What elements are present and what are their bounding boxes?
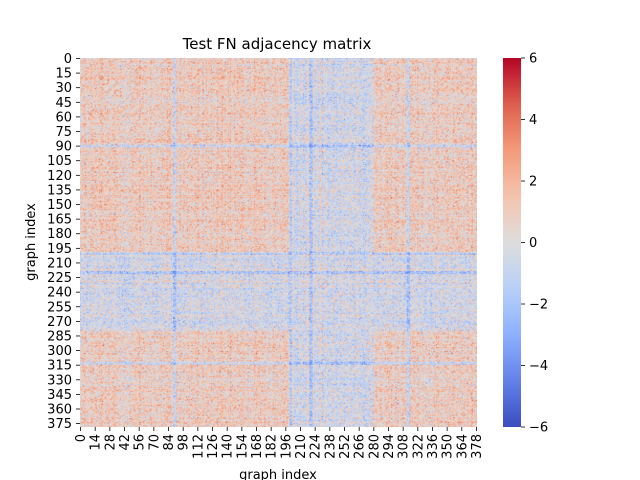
x-tick-label: 336	[426, 434, 441, 459]
colorbar-tick-label: 4	[529, 113, 537, 128]
colorbar-tick-label: 6	[529, 52, 537, 67]
x-tick-label: 112	[191, 434, 206, 459]
y-tick-label: 345	[47, 388, 72, 403]
y-tick-label: 360	[47, 402, 72, 417]
y-tick-label: 45	[55, 96, 72, 111]
y-tick-label: 375	[47, 417, 72, 432]
x-tick-label: 140	[221, 434, 236, 459]
x-tick-label: 0	[74, 434, 89, 442]
x-tick-label: 70	[147, 434, 162, 451]
y-axis-ticks: 0153045607590105120135150165180195210225…	[47, 52, 80, 432]
colorbar-tick-label: 0	[529, 236, 537, 251]
x-tick-label: 294	[382, 434, 397, 459]
y-tick-label: 270	[47, 315, 72, 330]
y-tick-label: 120	[47, 169, 72, 184]
x-tick-label: 350	[441, 434, 456, 459]
x-tick-label: 238	[323, 434, 338, 459]
chart-title: Test FN adjacency matrix	[182, 35, 372, 53]
heatmap-cells	[80, 58, 477, 427]
x-tick-label: 98	[177, 434, 192, 451]
x-tick-label: 56	[133, 434, 148, 451]
colorbar-tick-label: −4	[529, 359, 548, 374]
y-tick-label: 165	[47, 213, 72, 228]
y-tick-label: 285	[47, 329, 72, 344]
colorbar-tick-label: 2	[529, 175, 537, 190]
y-tick-label: 225	[47, 271, 72, 286]
colorbar-tick-label: −2	[529, 298, 548, 313]
x-tick-label: 280	[367, 434, 382, 459]
x-tick-label: 126	[206, 434, 221, 459]
x-tick-label: 14	[89, 434, 104, 451]
y-tick-label: 330	[47, 373, 72, 388]
x-tick-label: 154	[235, 434, 250, 459]
x-tick-label: 42	[118, 434, 133, 451]
y-tick-label: 150	[47, 198, 72, 213]
y-tick-label: 90	[55, 140, 72, 155]
y-tick-label: 315	[47, 359, 72, 374]
y-tick-label: 255	[47, 300, 72, 315]
x-tick-label: 378	[470, 434, 485, 459]
x-tick-label: 266	[353, 434, 368, 459]
x-axis-ticks: 0 14 28 42 56 70 84 98 112 126 140 154 168 182 196 210 2…	[74, 427, 485, 459]
x-tick-label: 168	[250, 434, 265, 459]
x-tick-label: 364	[455, 434, 470, 459]
y-tick-label: 240	[47, 286, 72, 301]
x-tick-label: 84	[162, 434, 177, 451]
x-tick-label: 252	[338, 434, 353, 459]
colorbar-ticks: −6 −4 −2 0 2 4 6	[521, 52, 548, 436]
y-tick-label: 135	[47, 183, 72, 198]
x-tick-label: 28	[103, 434, 118, 451]
y-tick-label: 105	[47, 154, 72, 169]
colorbar-tick-label: −6	[529, 421, 548, 436]
y-tick-label: 0	[64, 52, 72, 67]
x-tick-label: 182	[265, 434, 280, 459]
x-tick-label: 224	[309, 434, 324, 459]
colorbar: −6 −4 −2 0 2 4 6	[503, 52, 548, 436]
y-tick-label: 195	[47, 242, 72, 257]
heatmap-area	[80, 58, 477, 427]
y-tick-label: 15	[55, 67, 72, 82]
y-tick-label: 180	[47, 227, 72, 242]
y-axis-label: graph index	[24, 203, 39, 281]
y-tick-label: 30	[55, 81, 72, 96]
y-tick-label: 300	[47, 344, 72, 359]
x-tick-label: 210	[294, 434, 309, 459]
x-tick-label: 322	[411, 434, 426, 459]
x-axis-label: graph index	[239, 468, 317, 480]
x-tick-label: 308	[397, 434, 412, 459]
y-tick-label: 75	[55, 125, 72, 140]
y-tick-label: 60	[55, 110, 72, 125]
colorbar-gradient	[503, 58, 521, 427]
x-tick-label: 196	[279, 434, 294, 459]
y-tick-label: 210	[47, 256, 72, 271]
